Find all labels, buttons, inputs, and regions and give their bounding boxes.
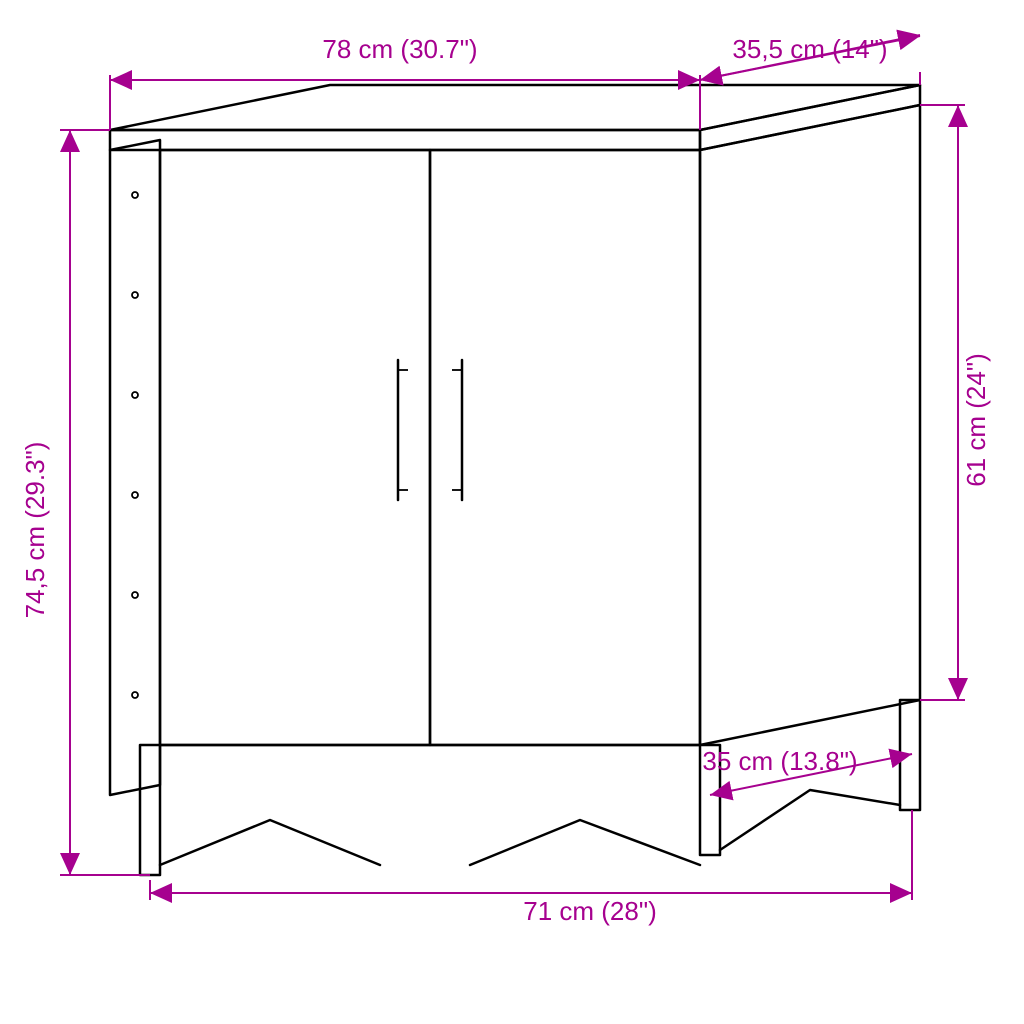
top-board-front-edge — [110, 130, 700, 150]
top-board-right-edge — [700, 85, 920, 150]
left-door — [160, 150, 430, 745]
side-brace — [720, 790, 900, 850]
front-right-brace — [470, 820, 700, 865]
dim-right-height-label: 61 cm (24") — [961, 353, 991, 487]
top-board-top — [110, 85, 920, 130]
right-side-panel — [700, 105, 920, 745]
dim-top-width-label: 78 cm (30.7") — [322, 34, 477, 64]
right-door-handle — [452, 360, 462, 500]
front-left-brace — [160, 820, 380, 865]
dim-lower-width-label: 71 cm (28") — [523, 896, 657, 926]
left-side-panel — [110, 140, 160, 795]
dim-lower-depth-label: 35 cm (13.8") — [702, 746, 857, 776]
dim-top-depth-label: 35,5 cm (14") — [732, 34, 887, 64]
right-door — [430, 150, 700, 745]
front-left-leg — [140, 745, 160, 875]
left-door-handle — [398, 360, 408, 500]
cabinet-dimension-diagram: 78 cm (30.7") 35,5 cm (14") 74,5 cm (29.… — [0, 0, 1024, 1024]
dim-left-height-label: 74,5 cm (29.3") — [20, 442, 50, 619]
side-bolts — [132, 192, 138, 698]
dimension-annotations: 78 cm (30.7") 35,5 cm (14") 74,5 cm (29.… — [20, 34, 991, 926]
